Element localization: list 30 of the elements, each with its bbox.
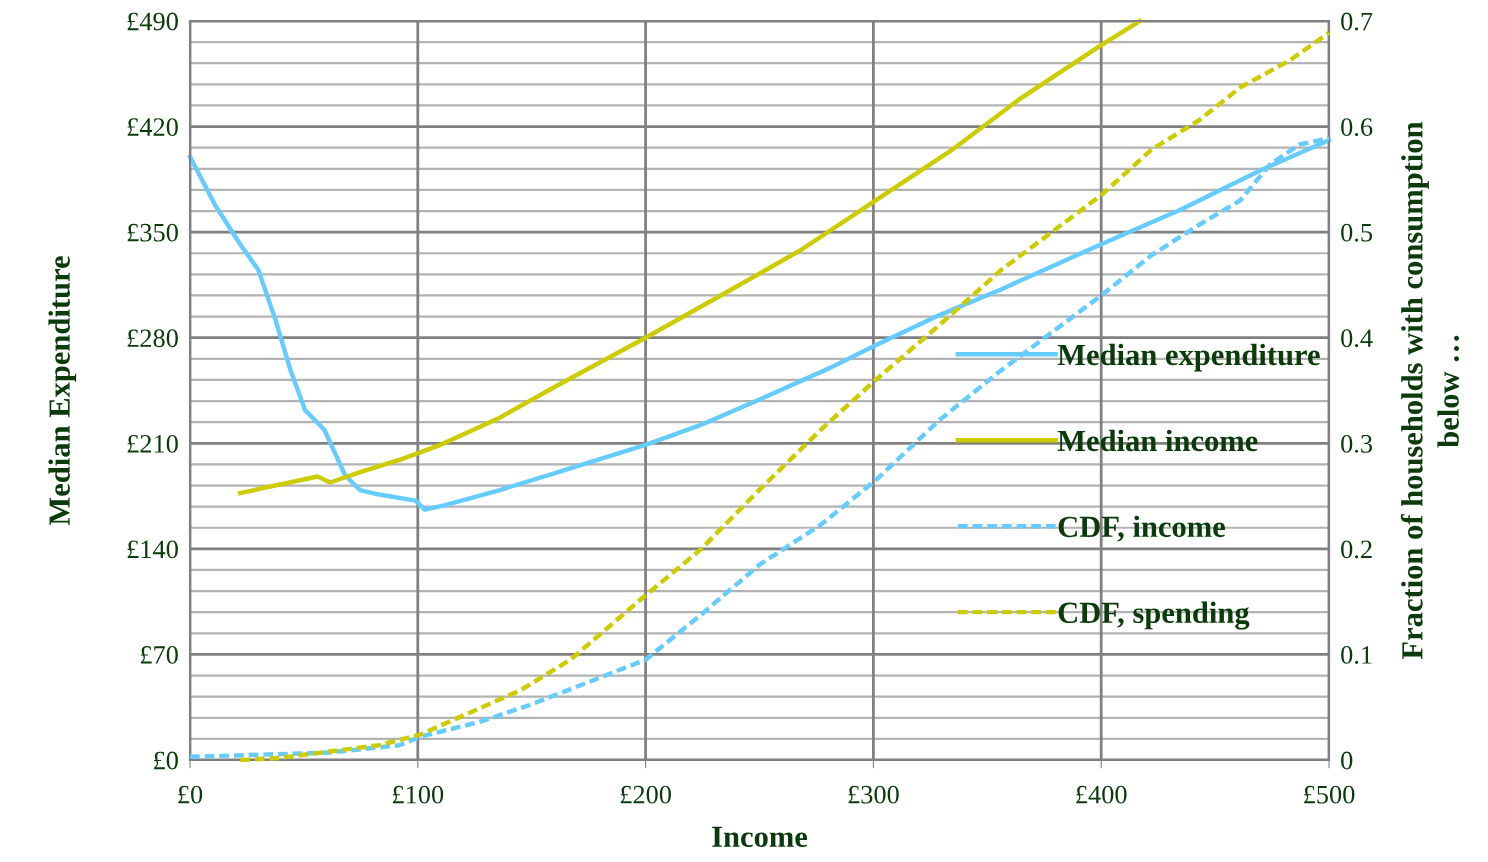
y-tick-label: £140 — [127, 540, 178, 559]
y-tick-label: £420 — [127, 118, 178, 136]
y-axis-title: Median Expenditure — [48, 256, 77, 526]
legend-label: CDF, income — [1058, 515, 1225, 542]
y2-tick-label: 0.1 — [1341, 646, 1372, 664]
x-tick-label: £0 — [178, 785, 203, 804]
y-tick-label: £490 — [127, 12, 178, 31]
x-axis-title: Income — [712, 826, 808, 848]
y-tick-label: £280 — [127, 329, 178, 348]
y2-tick-label: 0.6 — [1341, 118, 1373, 137]
x-tick-label: £200 — [620, 785, 671, 804]
legend-label: CDF, spending — [1058, 601, 1250, 630]
y-tick-label: £70 — [140, 646, 178, 664]
y2-tick-label: 0.3 — [1341, 434, 1373, 453]
y-tick-label: £350 — [127, 223, 178, 242]
y-tick-label: £0 — [154, 751, 178, 770]
y2-tick-label: 0.4 — [1341, 329, 1373, 348]
y2-tick-label: 0.7 — [1341, 12, 1373, 31]
y2-tick-label: 0.2 — [1341, 540, 1372, 559]
y2-axis-title: Fraction of households with consumption below … — [1400, 121, 1460, 660]
legend-label: Median expenditure — [1057, 343, 1320, 372]
x-tick-label: £400 — [1076, 785, 1127, 804]
line-series — [237, 30, 1332, 763]
y2-tick-label: 0 — [1341, 751, 1353, 770]
x-tick-label: £100 — [392, 785, 444, 804]
y2-tick-label: 0.5 — [1341, 223, 1373, 242]
y-tick-label: £210 — [127, 434, 178, 453]
x-tick-label: £500 — [1304, 785, 1355, 804]
legend-label: Median income — [1057, 429, 1258, 452]
x-tick-label: £300 — [848, 785, 899, 804]
